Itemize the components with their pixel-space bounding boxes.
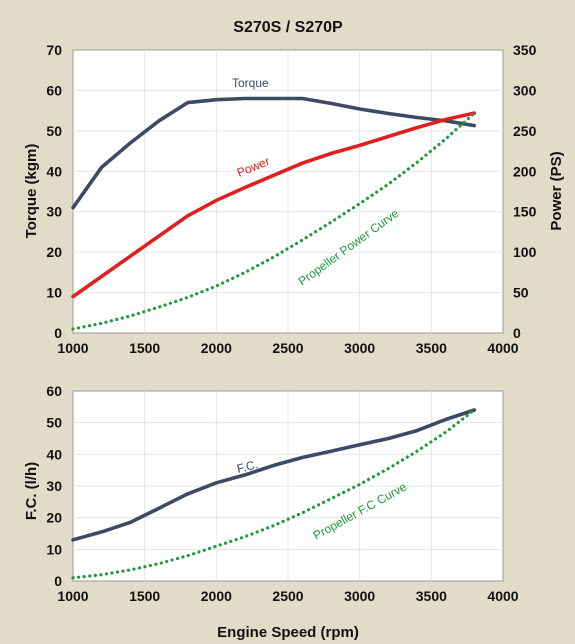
fuel-consumption-x-tick-label: 1500: [129, 588, 160, 604]
torque-power-y-tick-label: 40: [46, 163, 62, 179]
torque-power-x-tick-label: 1500: [129, 340, 160, 356]
fuel-consumption-series: [71, 408, 477, 580]
fc-series-label: F.C.: [235, 457, 259, 476]
propeller-power-curve-line: [71, 111, 476, 331]
torque-power-x-tick-label: 1000: [57, 340, 88, 356]
torque-power-x-tick-label: 2500: [272, 340, 303, 356]
torque-power-x-tick-label: 3000: [344, 340, 375, 356]
fuel-consumption-x-tick-label: 3500: [416, 588, 447, 604]
torque-power-x-ticks: 1000 1500 2000 2500 3000 3500 4000: [57, 340, 518, 356]
fc-axis-label: F.C. (l/h): [23, 462, 40, 520]
torque-power-y2-tick-label: 50: [513, 285, 529, 301]
torque-series-label: Torque: [232, 76, 269, 90]
fuel-consumption-y-tick-label: 20: [46, 510, 62, 526]
fuel-consumption-x-tick-label: 3000: [344, 588, 375, 604]
fuel-consumption-x-tick-label: 2500: [272, 588, 303, 604]
torque-power-y2-tick-label: 100: [513, 244, 537, 260]
torque-power-x-tick-label: 2000: [201, 340, 232, 356]
fuel-consumption-grid: [73, 391, 503, 581]
torque-power-x-tick-label: 4000: [487, 340, 518, 356]
fuel-consumption-y-tick-label: 50: [46, 415, 62, 431]
torque-power-y2-tick-label: 300: [513, 82, 537, 98]
torque-line: [71, 96, 477, 210]
propeller-f-c-curve-line: [71, 408, 476, 580]
fuel-consumption-y-tick-label: 10: [46, 541, 62, 557]
torque-power-y-tick-label: 0: [54, 325, 62, 341]
torque-power-y-tick-label: 60: [46, 82, 62, 98]
fuel-consumption-y-tick-label: 30: [46, 478, 62, 494]
torque-power-y2-tick-label: 150: [513, 204, 537, 220]
torque-axis-label: Torque (kgm): [23, 144, 40, 239]
fuel-consumption-y-tick-label: 0: [54, 573, 62, 589]
torque-power-y-tick-label: 10: [46, 285, 62, 301]
fuel-consumption-x-tick-label: 4000: [487, 588, 518, 604]
torque-power-y2-tick-label: 200: [513, 163, 537, 179]
f-c-line: [71, 408, 477, 542]
fuel-consumption-y-tick-label: 60: [46, 383, 62, 399]
fuel-consumption-y-tick-label: 40: [46, 446, 62, 462]
torque-power-y-tick-label: 70: [46, 42, 62, 58]
engine-speed-axis-label: Engine Speed (rpm): [217, 624, 359, 641]
torque-power-y2-tick-label: 0: [513, 325, 521, 341]
chart-title: S270S / S270P: [233, 19, 343, 36]
torque-power-x-tick-label: 3500: [416, 340, 447, 356]
fuel-consumption-x-ticks: 1000 1500 2000 2500 3000 3500 4000: [57, 588, 518, 604]
torque-power-series: [71, 96, 477, 331]
power-axis-label: Power (PS): [548, 151, 565, 230]
fuel-consumption-x-tick-label: 1000: [57, 588, 88, 604]
torque-power-y-tick-label: 20: [46, 244, 62, 260]
torque-power-y2-tick-label: 250: [513, 123, 537, 139]
power-line: [71, 111, 477, 299]
torque-power-y-tick-label: 50: [46, 123, 62, 139]
torque-power-y-tick-label: 30: [46, 204, 62, 220]
torque-power-y2-ticks: 0 50 100 150 200 250 300 350: [513, 42, 537, 341]
fuel-consumption-x-tick-label: 2000: [201, 588, 232, 604]
fuel-consumption-chart: 1000 1500 2000 2500 3000 3500 4000 0 10 20 30 40 50…: [23, 383, 519, 641]
torque-power-chart: 1000 1500 2000 2500 3000 3500 4000 01020304050…: [23, 19, 565, 356]
fuel-consumption-y-ticks: 0 10 20 30 40 50 60: [46, 383, 62, 589]
torque-power-y-ticks: 0 10 20 30 40 50 60 70: [46, 42, 62, 341]
torque-power-y2-tick-label: 350: [513, 42, 537, 58]
